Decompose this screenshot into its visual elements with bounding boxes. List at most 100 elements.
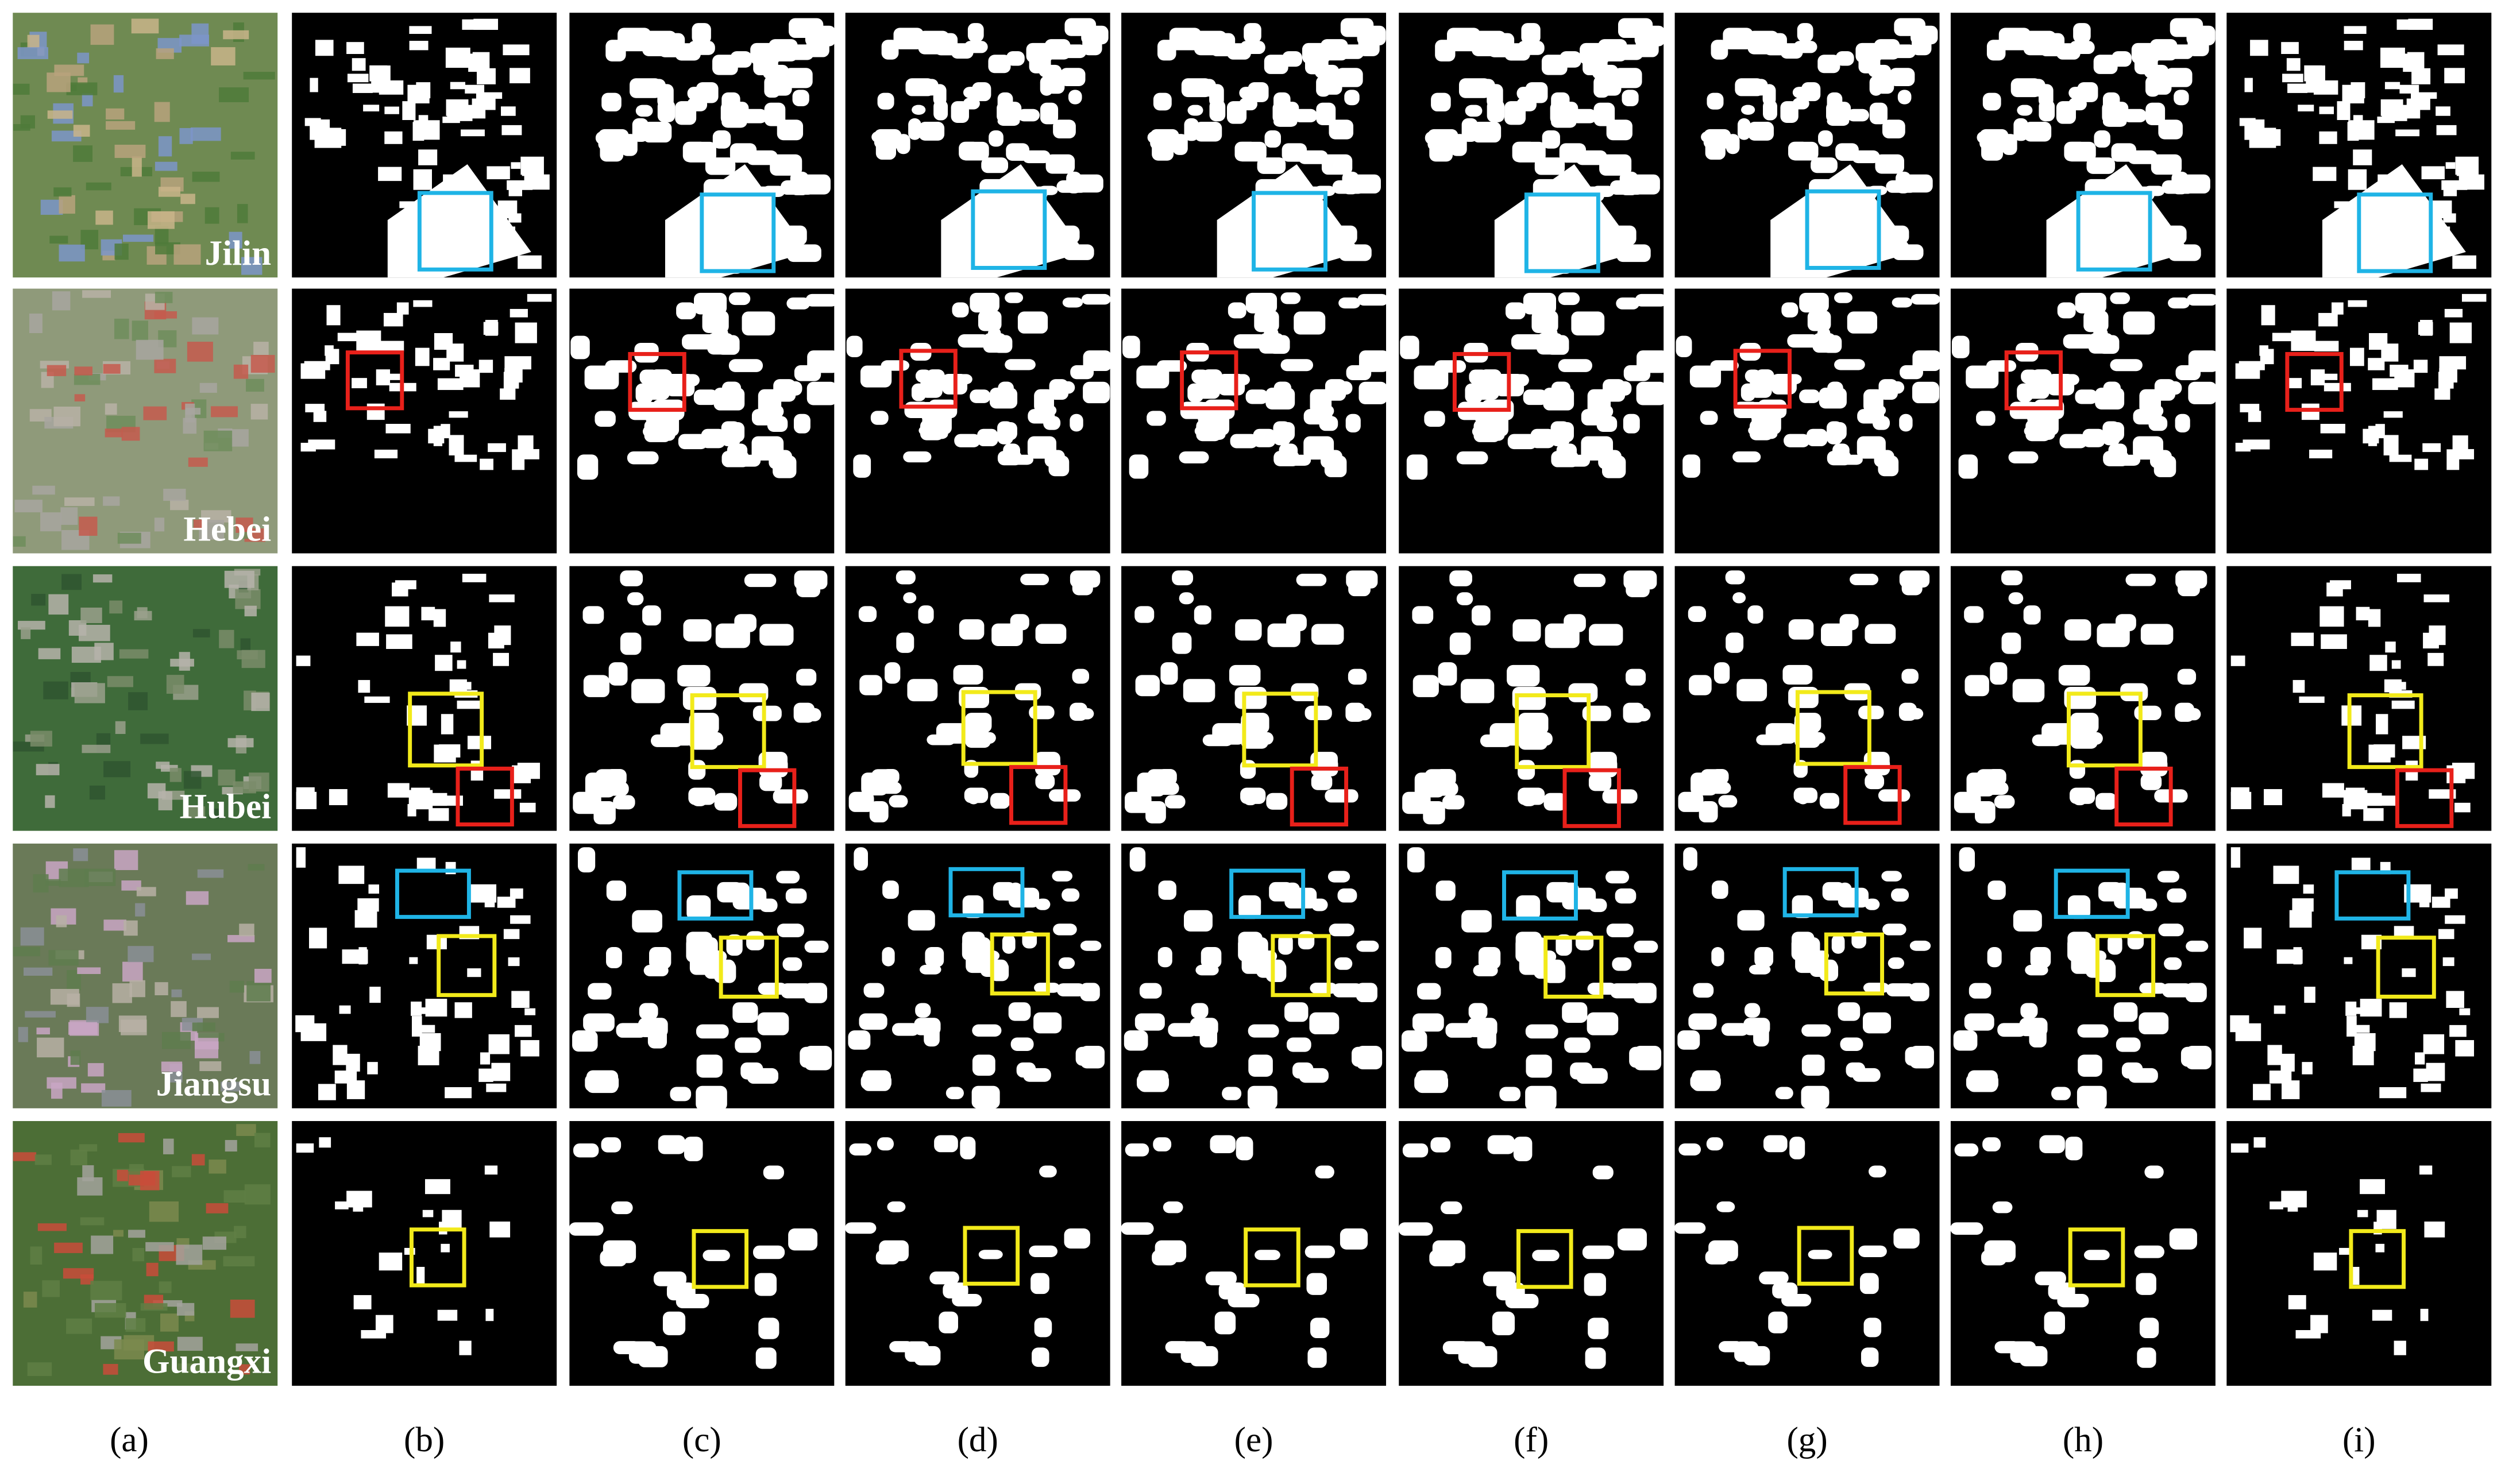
building (1081, 293, 1111, 305)
building (1899, 413, 1913, 432)
building (1801, 1085, 1830, 1109)
building (585, 772, 615, 798)
building (2067, 895, 2091, 919)
building (1002, 934, 1016, 954)
building (1817, 55, 1840, 74)
building (585, 1073, 619, 1092)
image-patch (251, 693, 270, 712)
building (454, 454, 477, 462)
building (972, 1054, 995, 1076)
building (2235, 442, 2251, 452)
highlight-box (1271, 934, 1331, 998)
building (2067, 932, 2092, 951)
building (2352, 1045, 2374, 1065)
building (980, 959, 1008, 977)
building (1234, 687, 1267, 709)
building (1334, 957, 1353, 970)
image-patch (79, 516, 98, 536)
highlight-box (677, 870, 754, 921)
building (2085, 959, 2115, 978)
building (970, 292, 999, 313)
building (1168, 1023, 1197, 1037)
building (2265, 795, 2280, 805)
building (970, 389, 991, 403)
image-patch (117, 532, 141, 544)
image-patch (81, 1083, 106, 1093)
building (759, 774, 782, 791)
building (2140, 774, 2162, 790)
image-patch (158, 136, 172, 157)
building (467, 968, 481, 977)
building (2356, 606, 2370, 621)
image-patch (237, 204, 248, 223)
building (1423, 801, 1445, 825)
image-patch (64, 497, 95, 507)
building (2174, 90, 2189, 106)
building (1789, 141, 1819, 161)
image-patch (153, 1300, 183, 1307)
image-patch (218, 769, 236, 786)
building (1184, 118, 1199, 141)
building (1905, 1046, 1933, 1066)
building (1747, 30, 1779, 55)
image-patch (114, 850, 138, 871)
building (1982, 1137, 2001, 1151)
building (2351, 857, 2371, 870)
building (721, 92, 740, 117)
building (422, 1209, 434, 1218)
building (1851, 150, 1880, 164)
building (386, 634, 412, 649)
building (2368, 426, 2378, 446)
image-patch (13, 83, 30, 95)
building (2375, 424, 2385, 439)
building (1321, 154, 1353, 175)
building (1053, 923, 1077, 936)
building (860, 1073, 891, 1090)
building (433, 609, 446, 627)
building (2145, 102, 2166, 125)
building (2267, 1045, 2282, 1065)
highlight-box (971, 189, 1047, 270)
building (437, 1309, 458, 1321)
building (2313, 80, 2338, 95)
building (2185, 983, 2207, 1003)
image-patch (244, 1184, 271, 1205)
image-patch (105, 428, 123, 438)
building (433, 358, 450, 370)
building (1526, 1054, 1552, 1078)
highlight-box (2395, 768, 2454, 828)
building (577, 847, 596, 873)
building (1516, 87, 1542, 101)
building (1137, 1073, 1170, 1091)
building (1245, 292, 1277, 314)
building (313, 411, 327, 422)
building (347, 74, 369, 83)
building (877, 1137, 894, 1151)
building (1699, 801, 1718, 823)
prediction-map (1399, 566, 1664, 831)
building (1585, 1347, 1606, 1369)
building (2344, 41, 2363, 51)
image-patch (59, 195, 75, 214)
building (2427, 652, 2444, 666)
building (2380, 47, 2405, 68)
building (620, 570, 643, 586)
building (1460, 679, 1495, 704)
building (501, 125, 522, 136)
highlight-box (409, 1227, 466, 1288)
image-patch (154, 311, 177, 319)
building (1592, 1165, 1614, 1180)
building (786, 297, 810, 310)
building (2136, 1273, 2156, 1295)
building (2421, 1083, 2441, 1092)
building (2314, 341, 2339, 351)
building (1029, 1245, 1057, 1257)
image-patch (156, 48, 174, 59)
building (1468, 1003, 1488, 1020)
prediction-map (569, 1121, 835, 1386)
building (977, 950, 1000, 961)
building (1340, 18, 1374, 37)
highlight-box (1244, 1227, 1300, 1288)
image-patch (103, 1363, 118, 1375)
building (1072, 668, 1090, 684)
